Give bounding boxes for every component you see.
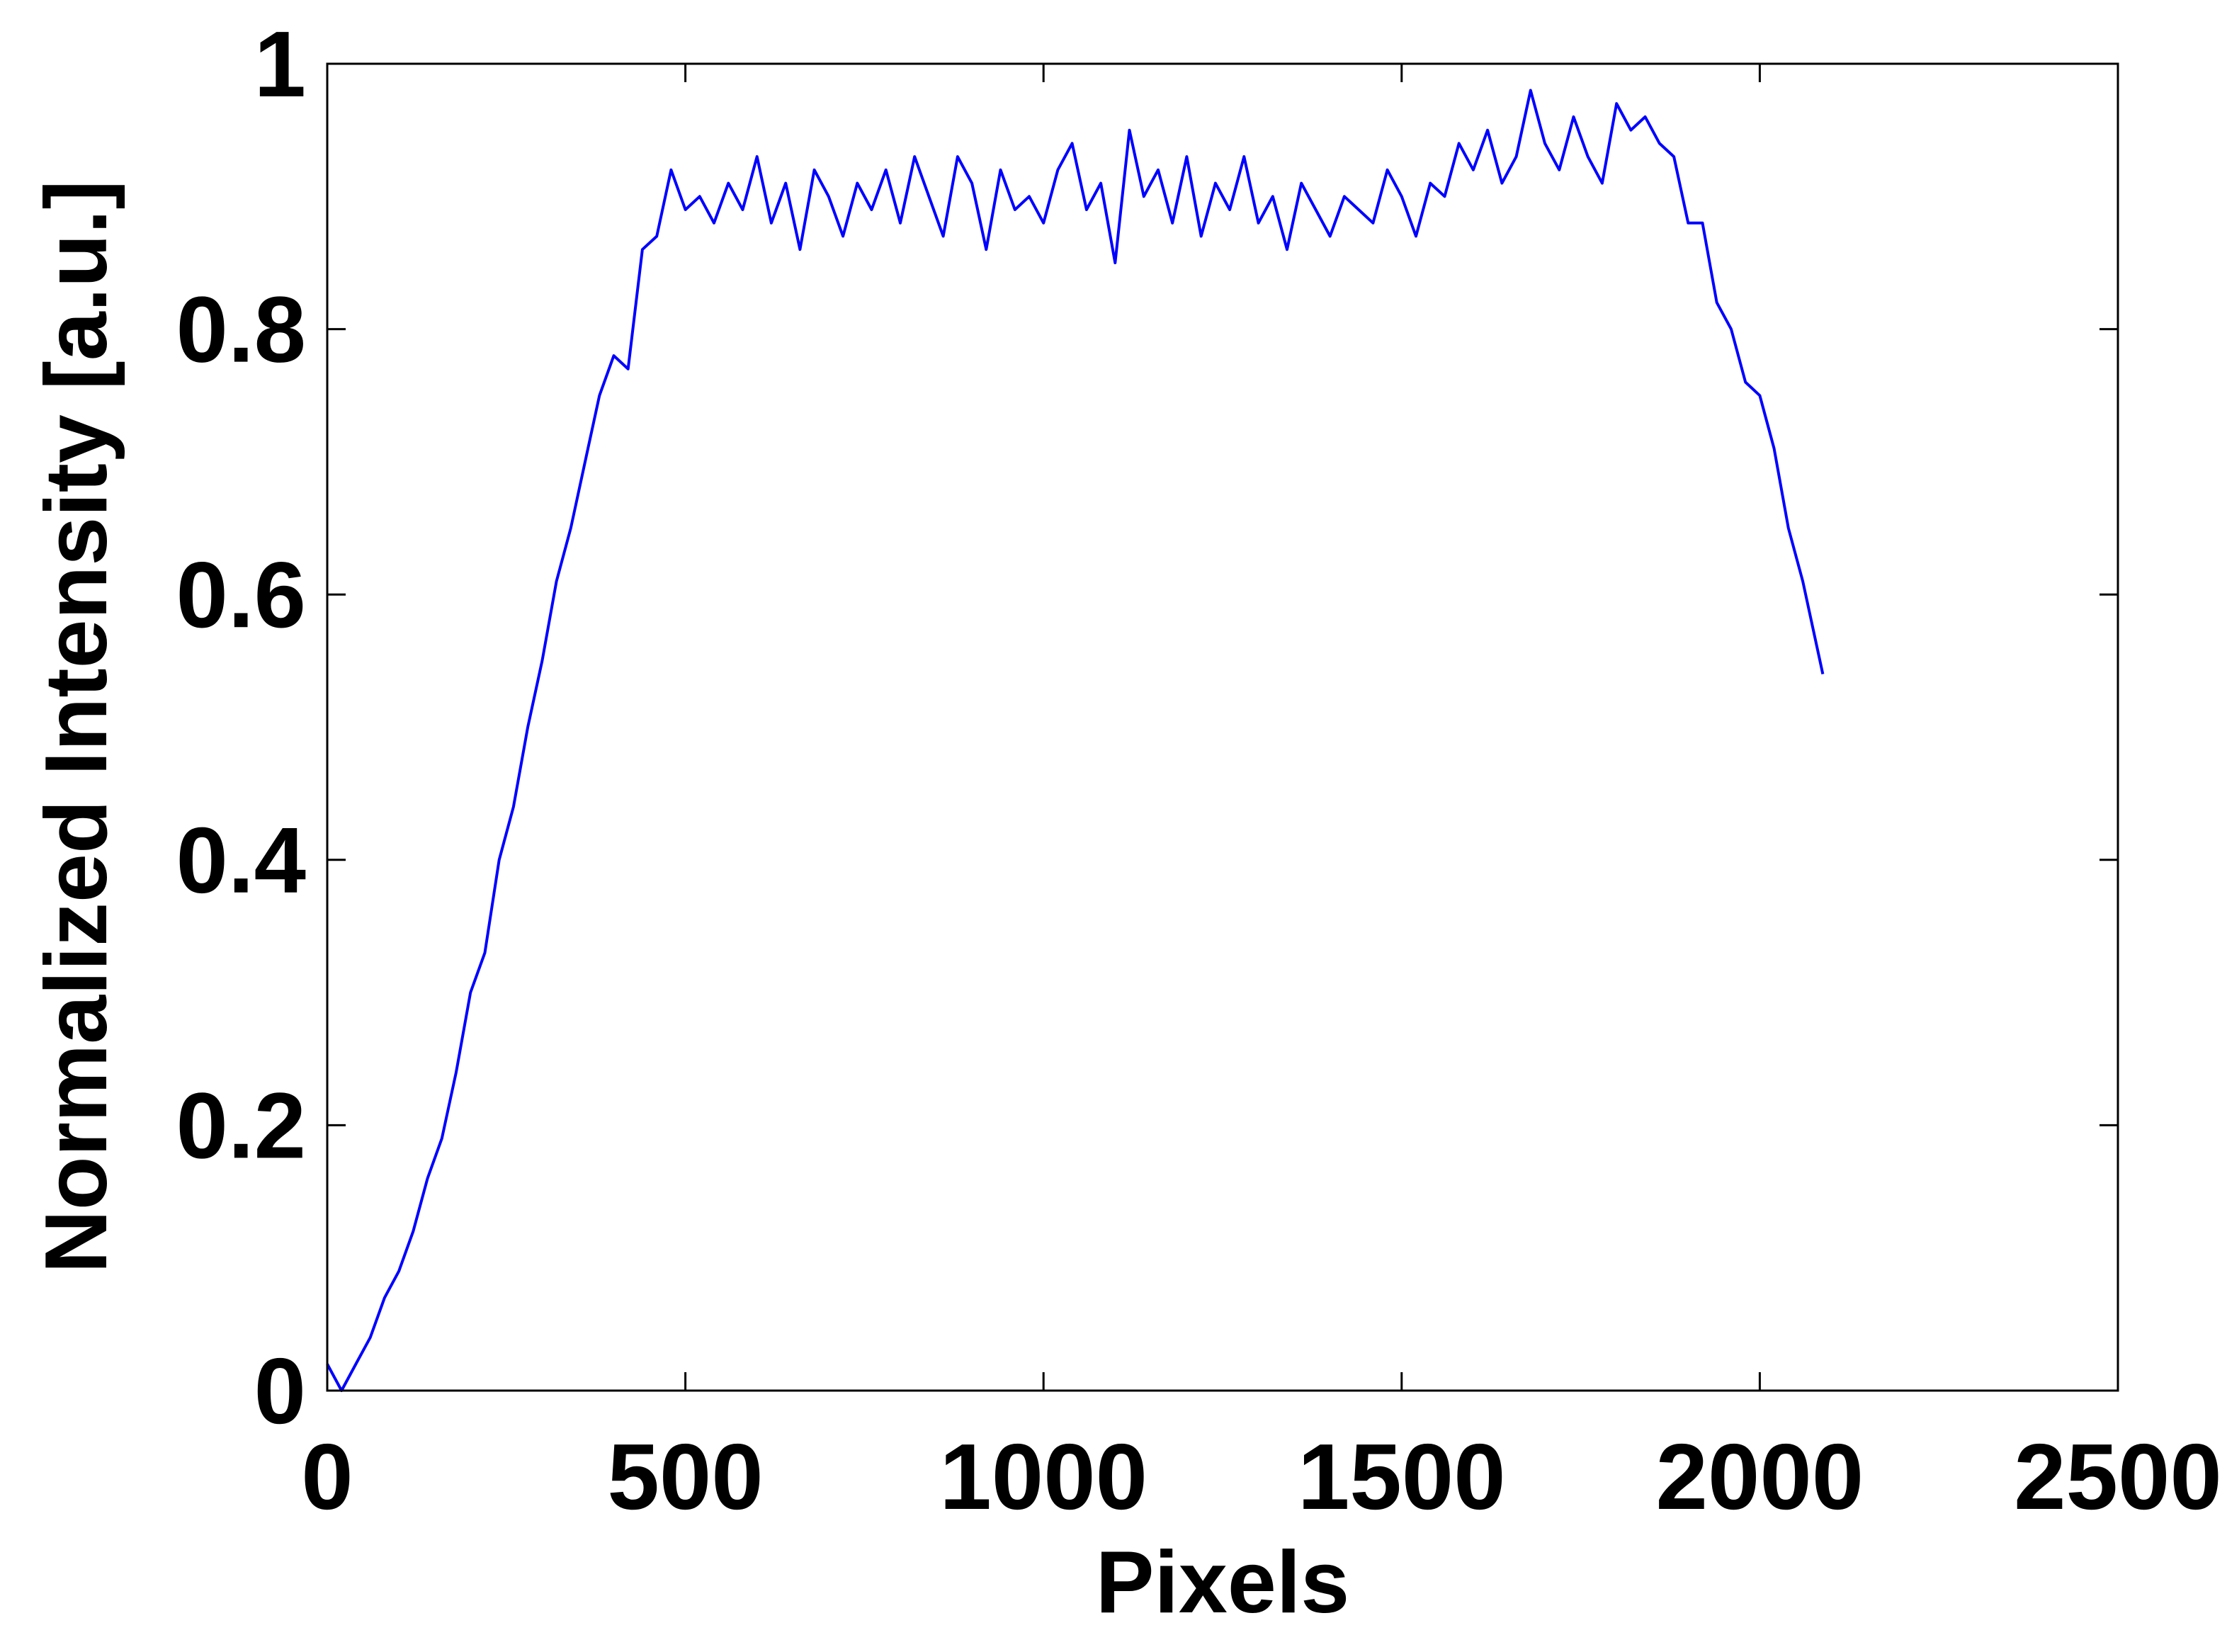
x-tick-label: 1500 (1298, 1425, 1506, 1529)
y-tick-label: 1 (254, 12, 306, 116)
data-line (326, 89, 1825, 1392)
y-tick-label: 0.6 (176, 543, 307, 647)
y-tick-label: 0.2 (176, 1073, 307, 1177)
y-axis-label: Normalized Intensity [a.u.] (28, 180, 125, 1273)
y-tick-label: 0 (254, 1339, 306, 1443)
y-tick-label: 0.4 (176, 808, 307, 912)
x-tick-label: 2500 (2014, 1425, 2222, 1529)
x-tick-label: 1000 (939, 1425, 1148, 1529)
x-tick-label: 2000 (1656, 1425, 1864, 1529)
x-tick-label: 0 (301, 1425, 353, 1529)
x-tick-label: 500 (607, 1425, 763, 1529)
y-tick-label: 0.8 (176, 278, 307, 382)
x-axis-label: Pixels (1096, 1534, 1350, 1631)
plot-frame (326, 62, 2119, 1392)
